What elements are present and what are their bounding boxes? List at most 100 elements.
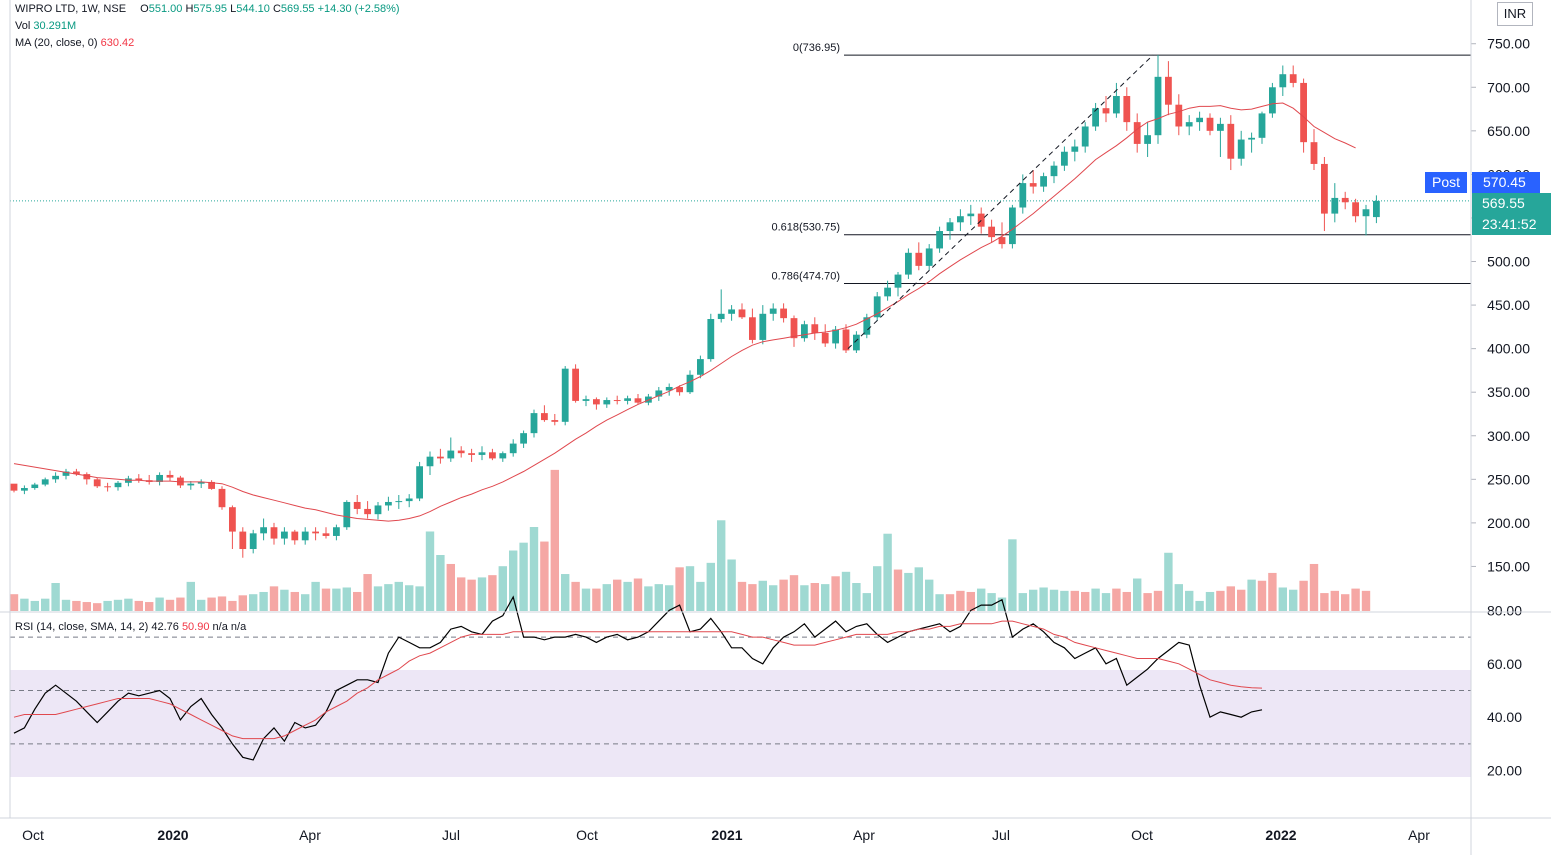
volume-bar xyxy=(1216,590,1225,611)
bar-countdown: 23:41:52 xyxy=(1482,216,1537,232)
price-tick-label: 450.00 xyxy=(1487,297,1530,313)
candle-body xyxy=(239,531,247,550)
volume-bar xyxy=(301,594,310,611)
volume-bar xyxy=(935,594,944,611)
candle-body xyxy=(957,216,964,223)
legend-symbol: WIPRO LTD, 1W, NSE xyxy=(15,3,127,15)
candle-body xyxy=(405,498,413,502)
candle-body xyxy=(416,466,423,499)
volume-bar xyxy=(477,577,487,611)
volume-bar xyxy=(176,597,185,611)
time-axis-label: Apr xyxy=(299,827,321,843)
price-tick-label: 400.00 xyxy=(1487,341,1530,357)
volume-bar xyxy=(1133,578,1142,611)
candle-body xyxy=(915,252,923,266)
candle-body xyxy=(686,374,694,393)
rsi-ma-line xyxy=(13,620,1263,740)
time-axis-label: Jul xyxy=(992,827,1010,843)
price-tick-label: 250.00 xyxy=(1487,471,1530,487)
volume-bar xyxy=(1257,580,1267,611)
volume-bar xyxy=(665,585,674,611)
volume-bar xyxy=(124,598,133,611)
volume-bar xyxy=(779,579,788,611)
legend-low: 544.10 xyxy=(236,3,270,15)
volume-bar xyxy=(155,597,164,611)
candle-body xyxy=(208,481,215,489)
candle-body xyxy=(166,474,174,478)
candle-body xyxy=(853,334,860,351)
candle-body xyxy=(1321,163,1328,214)
volume-bar xyxy=(290,591,299,611)
volume-bar xyxy=(1237,589,1246,611)
candle-body xyxy=(1165,76,1172,105)
rsi-tick-label: 40.00 xyxy=(1487,709,1522,725)
volume-bar xyxy=(165,599,175,611)
volume-bar xyxy=(498,566,507,611)
price-tick-label: 150.00 xyxy=(1487,558,1530,574)
volume-bar xyxy=(1226,586,1235,611)
volume-bar xyxy=(914,567,923,611)
volume-bar xyxy=(519,542,528,611)
volume-bar xyxy=(1039,587,1048,611)
volume-bar xyxy=(1320,593,1329,611)
candle-body xyxy=(301,531,309,541)
legend-rsi-label: RSI (14, close, SMA, 14, 2) xyxy=(15,621,149,633)
volume-bar xyxy=(353,591,362,611)
candle-body xyxy=(187,483,195,486)
candle-body xyxy=(1029,183,1037,187)
candle-body xyxy=(1009,207,1016,245)
volume-bar xyxy=(613,579,622,611)
candle-body xyxy=(832,329,839,344)
price-tick-label: 500.00 xyxy=(1487,254,1530,270)
legend-close-label: C xyxy=(272,3,281,15)
candle-body xyxy=(728,309,735,314)
legend-open: 551.00 xyxy=(148,3,183,15)
volume-bar xyxy=(852,583,861,611)
candle-body xyxy=(530,413,538,434)
volume-bar xyxy=(685,566,695,611)
legend-volume: Vol 30.291M xyxy=(15,18,76,35)
rsi-band xyxy=(10,670,1471,777)
volume-bar xyxy=(269,586,279,611)
volume-bar xyxy=(238,595,247,611)
price-tick-label: 200.00 xyxy=(1487,515,1530,531)
volume-bar xyxy=(550,469,559,611)
volume-bar xyxy=(706,562,715,611)
candle-body xyxy=(863,317,871,335)
candle-body xyxy=(749,317,756,340)
volume-bar xyxy=(30,600,39,611)
volume-bar xyxy=(821,584,830,611)
volume-bar xyxy=(841,571,851,611)
volume-bar xyxy=(311,581,320,611)
volume-bar xyxy=(1164,552,1173,611)
candle-body xyxy=(468,453,475,455)
volume-bar xyxy=(696,581,705,611)
volume-bar xyxy=(113,599,123,611)
volume-bar xyxy=(280,589,289,611)
volume-bar xyxy=(997,597,1007,611)
currency-button[interactable]: INR xyxy=(1497,2,1533,26)
volume-bar xyxy=(93,603,102,611)
candle-body xyxy=(790,318,798,339)
candle-body xyxy=(270,527,278,539)
volume-bar xyxy=(61,599,71,611)
volume-bar xyxy=(592,588,601,611)
legend-change: +14.30 (+2.58%) xyxy=(317,3,400,15)
post-market-label: Post xyxy=(1425,172,1467,193)
volume-bar xyxy=(1351,588,1360,611)
candle-body xyxy=(395,501,403,503)
volume-bar xyxy=(373,586,383,611)
volume-bar xyxy=(862,593,871,611)
volume-bar xyxy=(769,585,778,611)
volume-bar xyxy=(1278,587,1287,611)
volume-bar xyxy=(925,579,934,611)
candle-body xyxy=(1362,209,1370,217)
candle-body xyxy=(281,531,288,539)
volume-bar xyxy=(956,590,965,611)
volume-bar xyxy=(1049,589,1059,611)
legend-close: 569.55 xyxy=(280,3,315,15)
legend-ohlc: WIPRO LTD, 1W, NSE O551.00 H575.95 L544.… xyxy=(15,1,400,18)
time-axis-label: Oct xyxy=(1131,827,1153,843)
volume-bar xyxy=(51,583,60,611)
